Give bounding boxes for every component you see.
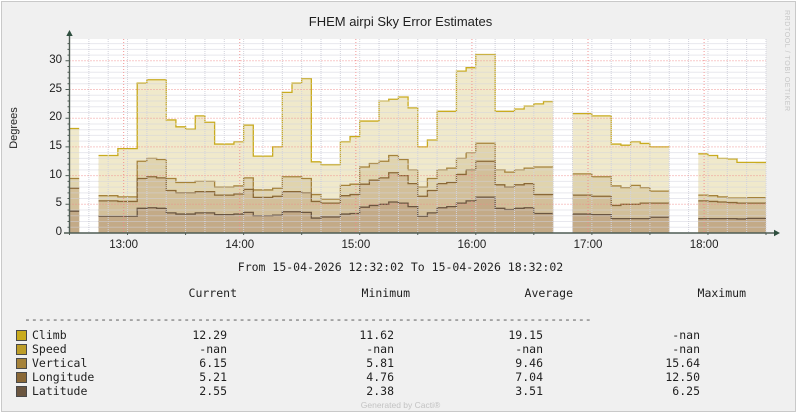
legend-color-swatch xyxy=(16,385,27,397)
legend-header-minimum: Minimum xyxy=(361,286,410,300)
x-axis-tick-1300: 13:00 xyxy=(109,239,139,251)
legend-value: -nan xyxy=(672,328,700,342)
legend-value: 2.38 xyxy=(366,383,394,398)
legend-value: 12.29 xyxy=(192,328,227,342)
footer-text: Generated by Cacti® xyxy=(360,400,441,410)
legend-value: 12.50 xyxy=(665,369,700,384)
legend-value: -nan xyxy=(199,341,227,356)
legend-color-swatch xyxy=(16,343,27,355)
watermark-text: RRDTOOL / TOBI OETIKER xyxy=(783,10,790,112)
axis-ticks xyxy=(65,43,767,235)
grid-major-vertical xyxy=(123,39,705,233)
legend-color-swatch xyxy=(16,357,27,369)
legend-series-label: Vertical xyxy=(32,355,88,370)
x-axis-tick-1600: 16:00 xyxy=(457,239,487,251)
legend-value: 4.76 xyxy=(366,369,394,384)
legend-value: -nan xyxy=(672,341,700,356)
x-axis-tick-1800: 18:00 xyxy=(689,239,719,251)
y-axis-tick-20: 20 xyxy=(49,111,62,124)
legend-value: 6.15 xyxy=(199,355,227,370)
series-vertical-line xyxy=(69,142,766,200)
legend-value: 6.25 xyxy=(672,383,700,398)
legend-row: Latitude 2.55 2.38 3.51 6.25 xyxy=(2,384,797,398)
legend-row: Longitude 5.21 4.76 7.04 12.50 xyxy=(2,370,797,384)
legend-header-current: Current xyxy=(188,286,237,300)
time-range-label: From 15-04-2026 12:32:02 To 15-04-2026 1… xyxy=(237,260,564,274)
legend-value: 7.04 xyxy=(515,369,543,384)
legend-series-label: Speed xyxy=(32,341,67,356)
legend-value: 3.51 xyxy=(515,383,543,398)
series-climb-line xyxy=(69,53,766,166)
x-axis-tick-1700: 17:00 xyxy=(573,239,603,251)
x-axis-tick-1400: 14:00 xyxy=(225,239,255,251)
legend-row: Climb 12.29 11.62 19.15 -nan xyxy=(2,328,797,342)
legend-value: 19.15 xyxy=(508,328,543,342)
legend-color-swatch xyxy=(16,330,27,341)
legend-value: -nan xyxy=(515,341,543,356)
y-axis-tick-10: 10 xyxy=(49,168,62,181)
legend-separator: ----------------------------------------… xyxy=(24,312,592,326)
legend-value: 2.55 xyxy=(199,383,227,398)
legend-value: 5.81 xyxy=(366,355,394,370)
legend-value: 9.46 xyxy=(515,355,543,370)
y-axis-tick-5: 5 xyxy=(55,197,62,210)
y-axis-tick-0: 0 xyxy=(55,226,62,238)
y-axis-arrow-icon xyxy=(66,30,73,36)
y-axis-tick-30: 30 xyxy=(49,53,62,66)
legend-header-maximum: Maximum xyxy=(697,286,746,300)
x-axis-arrow-icon xyxy=(774,229,780,237)
x-axis-tick-1500: 15:00 xyxy=(341,239,371,251)
legend-row: Vertical 6.15 5.81 9.46 15.64 xyxy=(2,356,797,370)
legend-header-average: Average xyxy=(524,286,573,300)
legend-series-label: Longitude xyxy=(32,369,95,384)
legend-series-label: Climb xyxy=(32,328,67,342)
y-axis-tick-15: 15 xyxy=(49,139,62,152)
y-axis-tick-25: 25 xyxy=(49,82,62,95)
legend-row: Speed -nan -nan -nan -nan xyxy=(2,342,797,356)
graph-title: FHEM airpi Sky Error Estimates xyxy=(308,14,493,29)
legend-series-label: Latitude xyxy=(32,383,88,398)
grid-major-horizontal xyxy=(69,60,766,205)
legend-color-swatch xyxy=(16,371,27,383)
legend-value: 11.62 xyxy=(359,328,394,342)
legend-value: -nan xyxy=(366,341,394,356)
legend-value: 15.64 xyxy=(665,355,700,370)
legend-value: 5.21 xyxy=(199,369,227,384)
series-latitude-line xyxy=(69,196,766,220)
